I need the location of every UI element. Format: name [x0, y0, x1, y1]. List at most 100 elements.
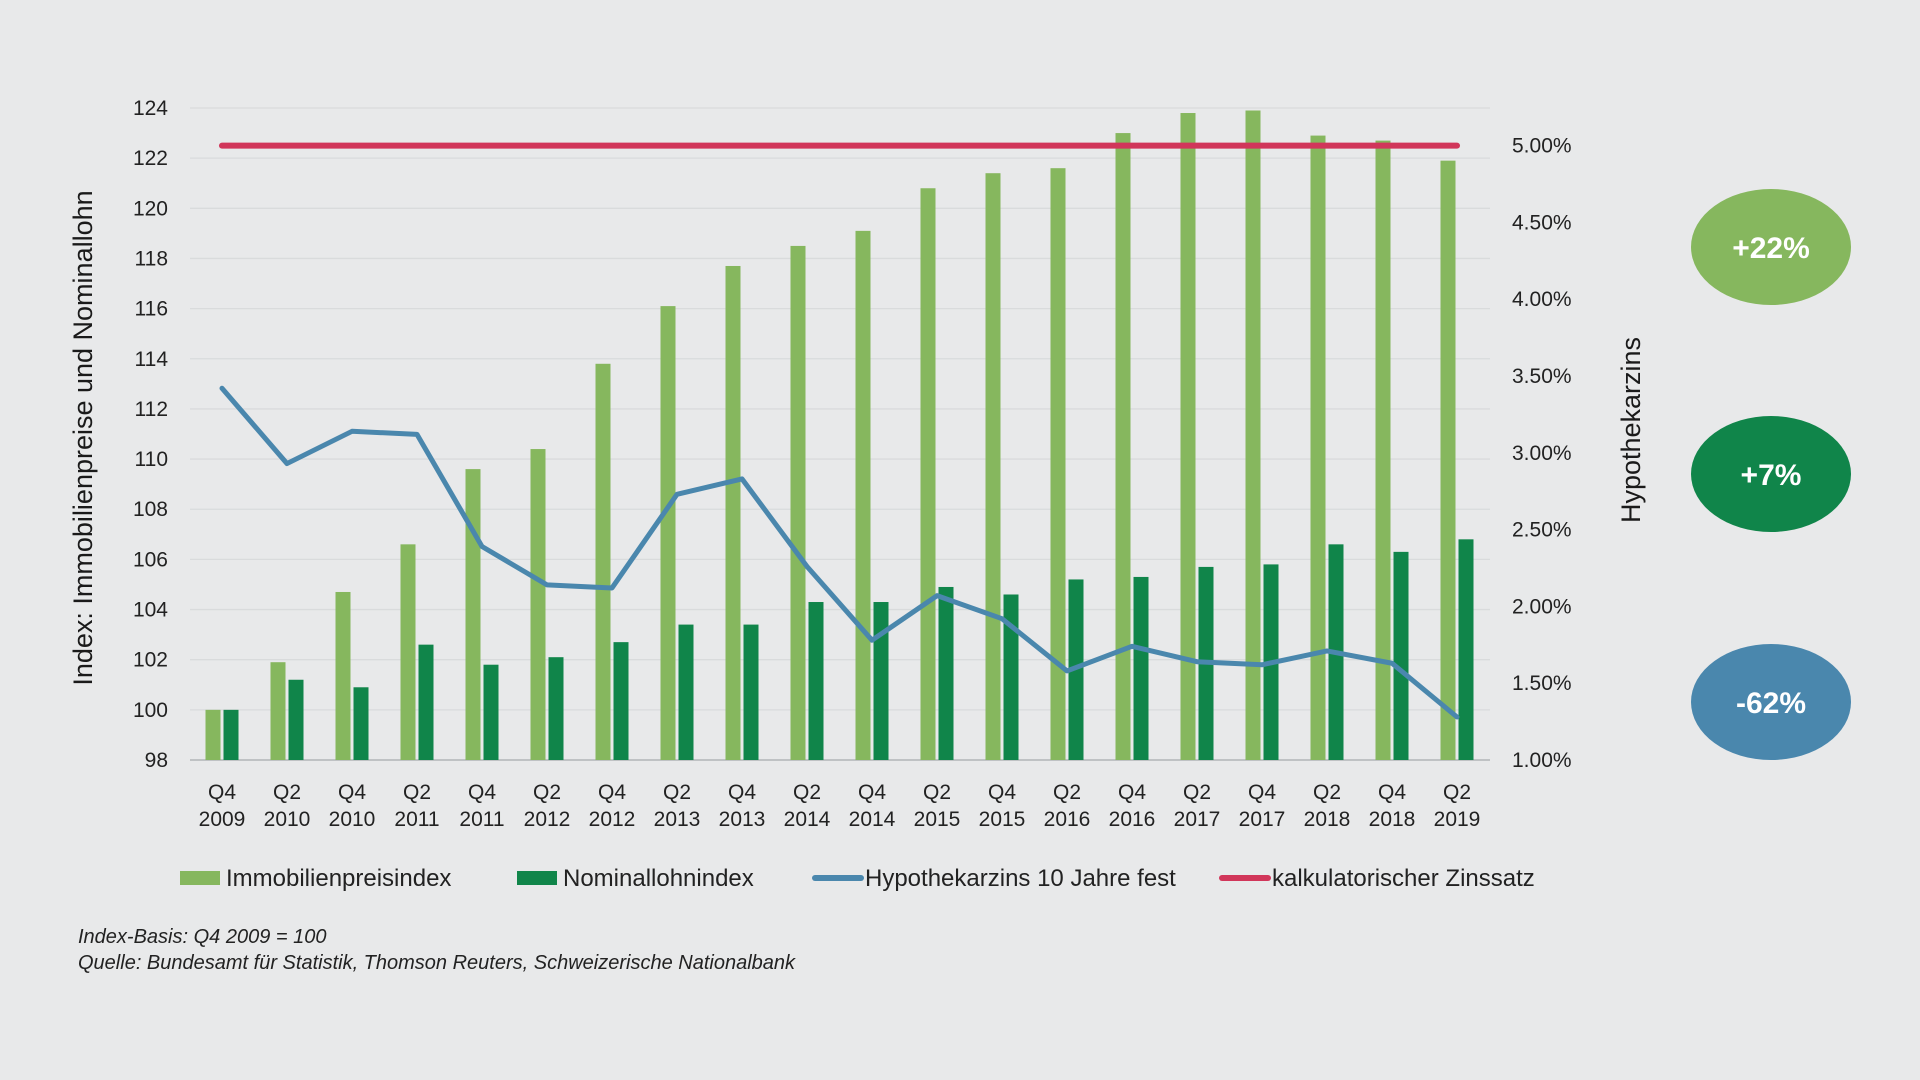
legend-label: Nominallohnindex — [563, 865, 754, 892]
bar-immobilienpreisindex — [1245, 110, 1261, 760]
bar-immobilienpreisindex — [1375, 140, 1391, 761]
x-tick-quarter: Q4 — [208, 781, 236, 804]
y-axis-left: 98 100 102 104 106 108 110 112 114 116 118 120 122 12… — [133, 97, 168, 772]
y2-tick-label: 2.00% — [1512, 595, 1572, 618]
bar-immobilienpreisindex — [1310, 135, 1326, 761]
x-tick-quarter: Q2 — [923, 781, 951, 804]
y2-tick-label: 5.00% — [1512, 135, 1572, 158]
bar-nominallohnindex — [1458, 539, 1474, 760]
bar-immobilienpreisindex — [205, 709, 221, 760]
legend-label: Hypothekarzins 10 Jahre fest — [865, 865, 1176, 892]
bar-immobilienpreisindex — [790, 245, 806, 760]
bar-nominallohnindex — [353, 687, 369, 760]
change-badge — [1691, 644, 1851, 760]
legend-swatch — [517, 871, 557, 885]
x-tick-year: 2012 — [524, 808, 571, 831]
bar-nominallohnindex — [873, 602, 889, 760]
y-tick-label: 98 — [145, 749, 168, 772]
bar-nominallohnindex — [613, 642, 629, 760]
grid — [190, 107, 1490, 761]
y2-tick-label: 1.00% — [1512, 749, 1572, 772]
bar-nominallohnindex — [483, 664, 499, 760]
y-tick-label: 118 — [135, 247, 168, 270]
y-tick-label: 116 — [135, 298, 168, 321]
bar-nominallohnindex — [938, 586, 954, 760]
bar-immobilienpreisindex — [725, 265, 741, 760]
bar-nominallohnindex — [808, 602, 824, 760]
y-tick-label: 112 — [135, 398, 168, 421]
x-tick-year: 2011 — [394, 808, 439, 831]
change-badge — [1691, 416, 1851, 532]
x-tick-quarter: Q4 — [1118, 781, 1146, 804]
x-tick-quarter: Q4 — [1378, 781, 1406, 804]
x-tick-quarter: Q2 — [663, 781, 691, 804]
x-tick-quarter: Q2 — [1313, 781, 1341, 804]
x-tick-year: 2017 — [1174, 808, 1221, 831]
change-badge-label: +22% — [1732, 232, 1810, 265]
y-tick-label: 102 — [133, 649, 168, 672]
change-badge-label: +7% — [1741, 459, 1802, 492]
y-tick-label: 108 — [133, 498, 168, 521]
bar-nominallohnindex — [223, 709, 239, 760]
y2-axis-title: Hypothekarzins — [1616, 337, 1646, 523]
x-tick-year: 2018 — [1369, 808, 1416, 831]
bar-immobilienpreisindex — [920, 188, 936, 760]
x-tick-quarter: Q4 — [338, 781, 366, 804]
bar-nominallohnindex — [288, 679, 304, 760]
x-tick-year: 2010 — [264, 808, 311, 831]
bar-immobilienpreisindex — [1440, 160, 1456, 760]
bar-immobilienpreisindex — [855, 230, 871, 760]
y2-tick-label: 1.50% — [1512, 672, 1572, 695]
y-axis-right: 1.00% 1.50% 2.00% 2.50% 3.00% 3.50% 4.00% 4.50%… — [1512, 135, 1572, 772]
bar-nominallohnindex — [1133, 576, 1149, 760]
y2-tick-label: 3.50% — [1512, 365, 1572, 388]
y2-tick-label: 3.00% — [1512, 442, 1572, 465]
bar-nominallohnindex — [1393, 551, 1409, 760]
source-note: Quelle: Bundesamt für Statistik, Thomson… — [78, 952, 796, 974]
lines — [219, 142, 1460, 720]
bar-immobilienpreisindex — [530, 449, 546, 760]
x-tick-year: 2014 — [849, 808, 896, 831]
legend-swatch — [180, 871, 220, 885]
x-tick-year: 2009 — [199, 808, 246, 831]
x-tick-quarter: Q4 — [728, 781, 756, 804]
legend-label: kalkulatorischer Zinssatz — [1272, 865, 1535, 892]
x-tick-quarter: Q4 — [858, 781, 886, 804]
bar-immobilienpreisindex — [270, 662, 286, 760]
y2-tick-label: 2.50% — [1512, 519, 1572, 542]
bar-immobilienpreisindex — [1115, 133, 1131, 761]
x-tick-quarter: Q2 — [273, 781, 301, 804]
bar-immobilienpreisindex — [465, 469, 481, 760]
y2-tick-label: 4.00% — [1512, 288, 1572, 311]
x-tick-year: 2014 — [784, 808, 831, 831]
x-tick-quarter: Q4 — [1248, 781, 1276, 804]
change-badge-label: -62% — [1736, 687, 1806, 720]
x-tick-year: 2017 — [1239, 808, 1286, 831]
bar-nominallohnindex — [418, 644, 434, 760]
x-tick-quarter: Q2 — [1183, 781, 1211, 804]
bar-immobilienpreisindex — [335, 591, 351, 760]
legend: Immobilienpreisindex Nominallohnindex Hypo… — [180, 865, 1535, 892]
bar-nominallohnindex — [548, 657, 564, 760]
x-tick-year: 2013 — [719, 808, 766, 831]
x-tick-year: 2010 — [329, 808, 376, 831]
badges: +22% +7% -62% — [1691, 189, 1851, 760]
x-tick-year: 2016 — [1109, 808, 1156, 831]
x-tick-quarter: Q2 — [533, 781, 561, 804]
y-tick-label: 114 — [135, 348, 169, 371]
legend-label: Immobilienpreisindex — [226, 865, 451, 892]
x-tick-year: 2015 — [914, 808, 961, 831]
y-tick-label: 110 — [135, 448, 168, 471]
bar-immobilienpreisindex — [1180, 113, 1196, 760]
x-tick-year: 2012 — [589, 808, 636, 831]
x-axis: Q4 2009 Q2 2010 Q4 2010 Q2 2011 Q4 2011 Q2 2012 Q4 20… — [199, 781, 1481, 831]
bars — [205, 110, 1474, 761]
x-tick-quarter: Q4 — [468, 781, 496, 804]
y-tick-label: 120 — [133, 197, 168, 220]
x-tick-quarter: Q2 — [403, 781, 431, 804]
y-tick-label: 122 — [133, 147, 168, 170]
bar-nominallohnindex — [743, 624, 759, 760]
bar-immobilienpreisindex — [595, 363, 611, 760]
bar-nominallohnindex — [1003, 594, 1019, 760]
